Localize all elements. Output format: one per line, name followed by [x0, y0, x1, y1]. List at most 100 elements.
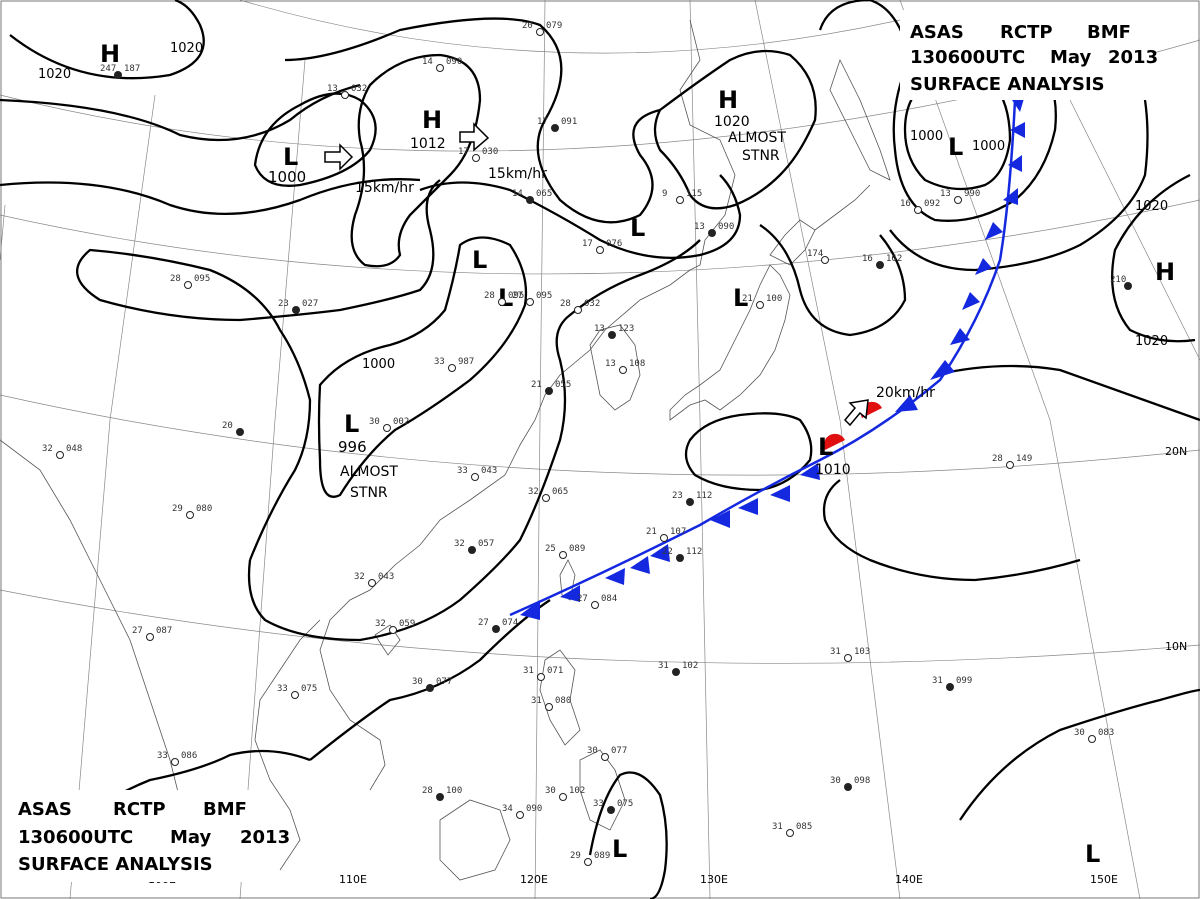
station-pressure: 032: [351, 84, 367, 94]
isobar-borneo: [588, 771, 668, 899]
isobar-label: 1000: [972, 139, 1005, 154]
station-plot: 30 077: [587, 746, 627, 761]
low-label: L: [1085, 840, 1100, 868]
coast-hainan: [374, 624, 401, 656]
footer-background: [10, 790, 270, 882]
stationary-label: STNR: [742, 148, 780, 164]
isobar-label: 1020: [1135, 334, 1168, 349]
station-plot: 20 079: [522, 21, 562, 36]
low-center: L: [630, 214, 645, 242]
stationary-label: ALMOST: [340, 464, 398, 480]
isobar-nw-upper: [0, 83, 361, 142]
high-center: H: [100, 40, 120, 68]
station-pressure: 098: [854, 776, 870, 786]
station-plot: 31 099: [932, 676, 972, 691]
station-temperature: 31: [932, 676, 943, 686]
station-pressure: 090: [718, 222, 734, 232]
low-label: L: [612, 835, 627, 863]
station-temperature: 13: [605, 359, 616, 369]
station-cloud-cover-icon: [186, 511, 194, 519]
cold-front-pips: [520, 95, 1025, 620]
station-cloud-cover-icon: [608, 331, 616, 339]
station-cloud-cover-icon: [559, 793, 567, 801]
station-pressure: 102: [682, 661, 698, 671]
station-temperature: 20: [222, 421, 233, 431]
station-pressure: 077: [436, 677, 452, 687]
motion-arrow-icon: [459, 122, 490, 152]
station-temperature: 27: [478, 618, 489, 628]
header-bulletin-code: BMF: [1087, 22, 1131, 43]
station-plot: 247 187: [100, 64, 140, 79]
station-pressure: 084: [601, 594, 617, 604]
station-temperature: 29: [172, 504, 183, 514]
station-plot: 28 095: [484, 291, 524, 306]
station-cloud-cover-icon: [536, 28, 544, 36]
station-cloud-cover-icon: [436, 793, 444, 801]
station-temperature: 13: [327, 84, 338, 94]
isobar-label: 1020: [1135, 199, 1168, 214]
header-month: May: [1050, 47, 1092, 68]
station-pressure: 080: [555, 696, 571, 706]
station-pressure: 089: [569, 544, 585, 554]
station-temperature: 31: [830, 647, 841, 657]
station-pressure: 092: [924, 199, 940, 209]
station-temperature: 17: [582, 239, 593, 249]
motion-speed-label: 15km/hr: [355, 180, 414, 196]
station-plot: 29 089: [570, 851, 610, 866]
station-temperature: 13: [694, 222, 705, 232]
station-temperature: 17: [458, 147, 469, 157]
station-temperature: 174: [807, 249, 823, 259]
station-temperature: 20: [522, 21, 533, 31]
station-temperature: 32: [454, 539, 465, 549]
station-plot: 31 103: [830, 647, 870, 662]
station-plot: 16 092: [900, 199, 940, 214]
station-temperature: 28: [170, 274, 181, 284]
station-temperature: 210: [1110, 275, 1126, 285]
station-plot: 14 065: [512, 189, 552, 204]
station-pressure: 091: [561, 117, 577, 127]
low-center: L 1010: [815, 433, 851, 478]
station-plot: 23 112: [672, 491, 712, 506]
latitude-label: 10N: [1165, 640, 1187, 653]
low-label: L: [733, 284, 748, 312]
station-pressure: 100: [766, 294, 782, 304]
station-cloud-cover-icon: [545, 703, 553, 711]
motion-speed-label: 20km/hr: [876, 385, 935, 401]
low-center: L 996: [338, 410, 367, 456]
station-cloud-cover-icon: [660, 534, 668, 542]
station-plot: 31 080: [531, 696, 571, 711]
isobar-se: [959, 688, 1200, 821]
station-plot: 33 086: [157, 751, 197, 766]
station-pressure: 080: [196, 504, 212, 514]
station-cloud-cover-icon: [756, 301, 764, 309]
station-cloud-cover-icon: [545, 387, 553, 395]
station-cloud-cover-icon: [844, 654, 852, 662]
station-temperature: 27: [132, 626, 143, 636]
low-label: L: [818, 433, 833, 461]
station-plot: 21 055: [531, 380, 571, 395]
footer-title: SURFACE ANALYSIS: [18, 854, 213, 875]
station-temperature: 30: [412, 677, 423, 687]
station-cloud-cover-icon: [619, 366, 627, 374]
stationary-label: STNR: [350, 485, 388, 501]
station-temperature: 22: [662, 547, 673, 557]
station-temperature: 31: [531, 696, 542, 706]
low-label: L: [948, 133, 963, 161]
station-pressure: 107: [670, 527, 686, 537]
station-cloud-cover-icon: [389, 626, 397, 634]
station-cloud-cover-icon: [56, 451, 64, 459]
isobar-subtropic: [822, 479, 1081, 582]
station-pressure: 102: [569, 786, 585, 796]
station-pressure: 103: [854, 647, 870, 657]
station-plot: 14 090: [422, 57, 462, 72]
station-temperature: 33: [457, 466, 468, 476]
station-pressure: 030: [482, 147, 498, 157]
station-temperature: 30: [830, 776, 841, 786]
isobar-east-japan: [759, 224, 907, 337]
station-temperature: 32: [354, 572, 365, 582]
parallel-10n: [0, 589, 1200, 664]
station-pressure: 074: [502, 618, 518, 628]
longitude-label: 110E: [339, 873, 367, 886]
motion-speed-label: 15km/hr: [488, 166, 547, 182]
station-temperature: 14: [422, 57, 433, 67]
